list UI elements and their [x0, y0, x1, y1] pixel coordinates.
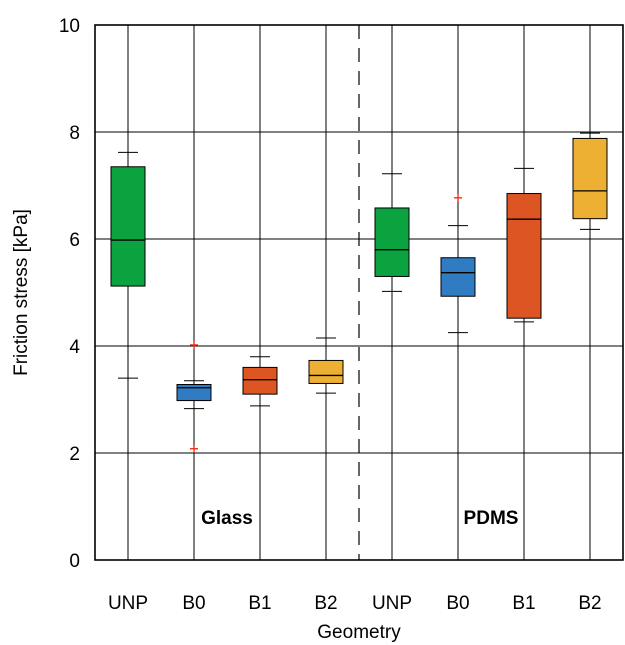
y-tick-label: 6 — [69, 230, 80, 251]
y-axis-label: Friction stress [kPa] — [11, 209, 32, 376]
x-tick-label: B1 — [512, 593, 535, 614]
grid — [95, 25, 623, 560]
group-label: Glass — [201, 508, 253, 529]
box-glass-b1 — [242, 356, 278, 407]
box-pdms-b1 — [506, 167, 542, 323]
y-tick-label: 10 — [59, 16, 80, 37]
group-label: PDMS — [464, 508, 519, 529]
box-body — [308, 359, 344, 384]
box-glass-b0 — [176, 340, 212, 453]
y-tick-label: 2 — [69, 444, 80, 465]
x-tick-label: B2 — [314, 593, 337, 614]
y-tick-label: 0 — [69, 551, 80, 572]
x-axis-label: Geometry — [317, 622, 401, 643]
box-body — [176, 384, 212, 402]
box-pdms-unp — [374, 173, 410, 292]
box-pdms-b0 — [440, 193, 476, 334]
box-body — [440, 257, 476, 297]
box-body — [374, 207, 410, 277]
x-tick-label: B0 — [446, 593, 469, 614]
box-body — [506, 193, 542, 319]
y-tick-label: 4 — [69, 337, 80, 358]
x-tick-label: UNP — [108, 593, 148, 614]
box-body — [110, 166, 146, 287]
x-tick-label: B0 — [182, 593, 205, 614]
x-tick-label: B1 — [248, 593, 271, 614]
plot-frame — [94, 24, 624, 561]
y-tick-label: 8 — [69, 123, 80, 144]
box-glass-b2 — [308, 337, 344, 394]
x-tick-label: UNP — [372, 593, 412, 614]
box-glass-unp — [110, 151, 146, 379]
box-body — [572, 137, 608, 220]
boxes — [110, 132, 608, 453]
axes: 0 2 4 6 8 10 UNP B0 B1 B2 UNP B0 B1 B2 Glass PDMS — [59, 16, 602, 614]
box-pdms-b2 — [572, 132, 608, 230]
x-tick-label: B2 — [578, 593, 601, 614]
box-body — [242, 366, 278, 395]
